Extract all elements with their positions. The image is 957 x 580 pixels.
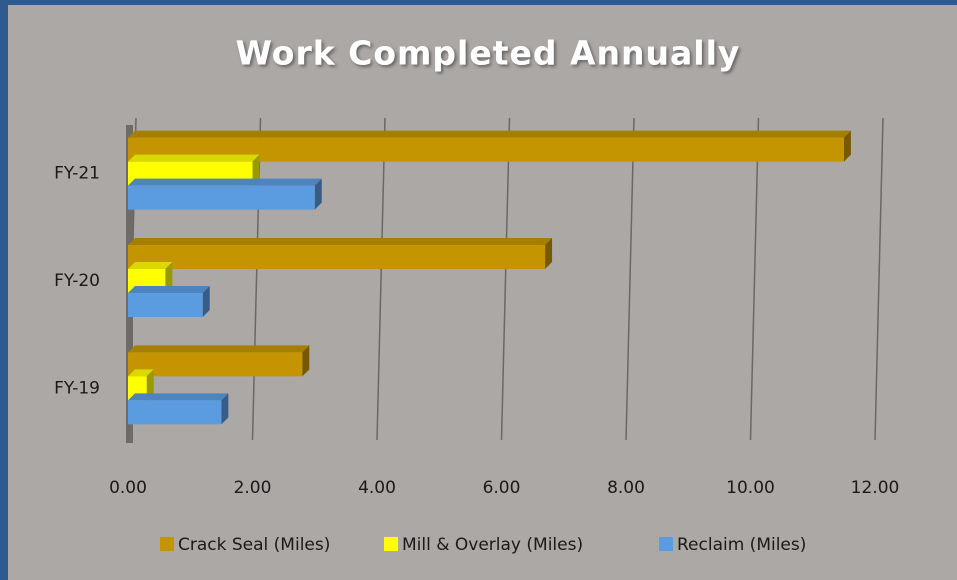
bar-side [302, 345, 310, 377]
bar [128, 293, 203, 317]
bar-top [128, 369, 154, 377]
bar-side [314, 178, 322, 210]
grid-line [749, 117, 760, 441]
bar-top [128, 286, 210, 293]
bar-side [252, 154, 260, 186]
grid-line [625, 117, 635, 441]
y-tick-label: FY-20 [54, 271, 100, 291]
bar [128, 352, 303, 377]
legend-label: Mill & Overlay (Miles) [402, 535, 583, 555]
bar-side [221, 393, 229, 425]
legend-swatch [659, 537, 673, 551]
bar-top [128, 262, 173, 269]
y-tick-label: FY-19 [54, 378, 100, 398]
grid-line [376, 117, 386, 441]
bar-top [128, 130, 851, 138]
x-tick-label: 12.00 [851, 478, 900, 498]
bar-top [128, 345, 310, 353]
bar [128, 245, 546, 269]
bar-side [843, 130, 851, 162]
bar-top [128, 178, 322, 186]
legend-label: Reclaim (Miles) [677, 535, 806, 555]
y-tick-label: FY-21 [54, 164, 100, 184]
x-tick-label: 8.00 [607, 478, 645, 498]
x-tick-label: 0.00 [109, 478, 147, 498]
x-tick-label: 4.00 [358, 478, 396, 498]
bar-top [128, 154, 260, 162]
x-tick-label: 2.00 [234, 478, 272, 498]
legend-swatch [384, 537, 398, 551]
bar-side [165, 262, 173, 293]
x-tick-label: 6.00 [483, 478, 521, 498]
bar-side [545, 238, 553, 269]
grid-line [500, 117, 511, 441]
bar [128, 185, 315, 210]
legend-swatch [160, 537, 174, 551]
grid-line [874, 117, 884, 441]
legend-label: Crack Seal (Miles) [178, 535, 330, 555]
bar-top [128, 238, 553, 245]
bar [128, 400, 222, 425]
chart-title: Work Completed Annually [236, 34, 741, 73]
bar-side [202, 286, 210, 317]
bar-top [128, 393, 229, 401]
bar-side [146, 369, 154, 401]
x-tick-label: 10.00 [726, 478, 775, 498]
